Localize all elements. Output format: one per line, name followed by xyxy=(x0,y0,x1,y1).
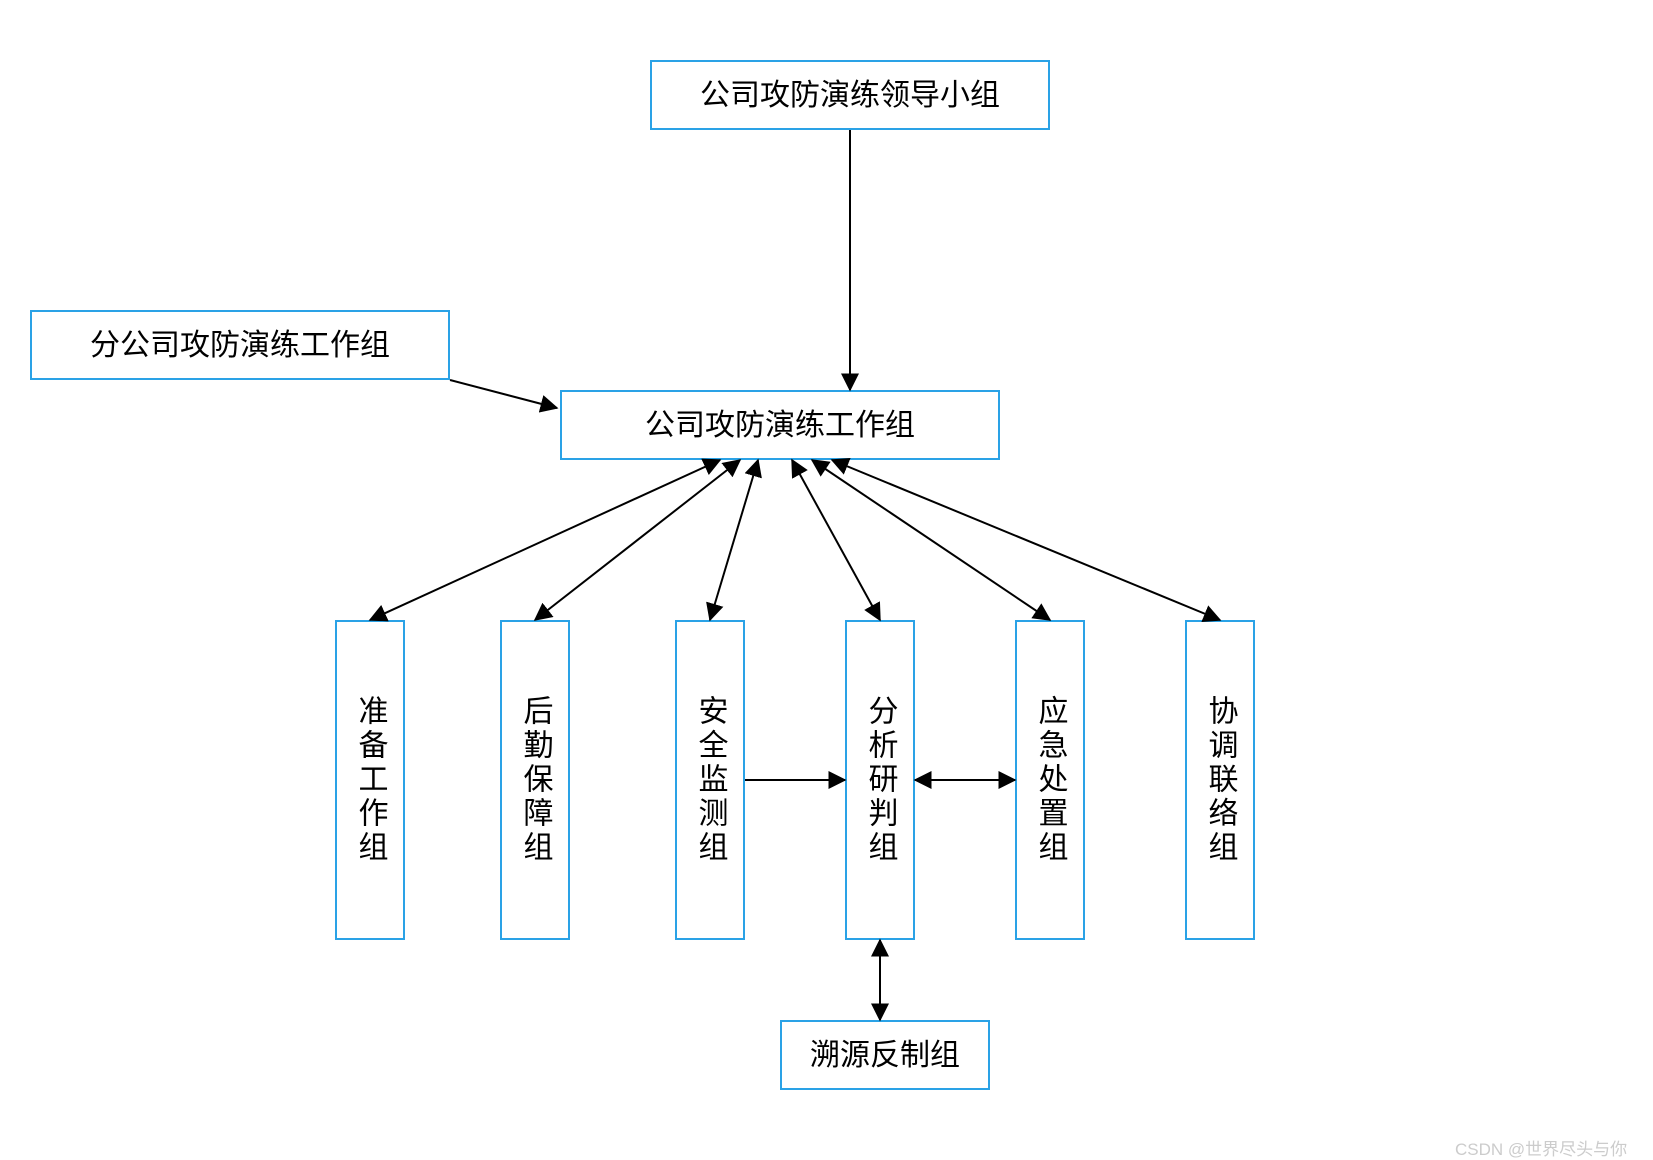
node-label: 后勤保障组 xyxy=(516,695,555,865)
node-trace-counter-group: 溯源反制组 xyxy=(780,1020,990,1090)
edge xyxy=(710,460,758,620)
node-label: 安全监测组 xyxy=(691,695,730,865)
edge xyxy=(370,460,720,620)
node-label: 溯源反制组 xyxy=(810,1036,960,1075)
node-analysis-group: 分析研判组 xyxy=(845,620,915,940)
node-security-monitor-group: 安全监测组 xyxy=(675,620,745,940)
node-logistics-group: 后勤保障组 xyxy=(500,620,570,940)
node-company-workgroup: 公司攻防演练工作组 xyxy=(560,390,1000,460)
node-label: 分析研判组 xyxy=(861,695,900,865)
node-branch-workgroup: 分公司攻防演练工作组 xyxy=(30,310,450,380)
node-label: 协调联络组 xyxy=(1201,695,1240,865)
watermark-text: CSDN @世界尽头与你 xyxy=(1455,1135,1627,1160)
node-emergency-group: 应急处置组 xyxy=(1015,620,1085,940)
node-label: 准备工作组 xyxy=(351,695,390,865)
node-label: 分公司攻防演练工作组 xyxy=(90,326,390,365)
edge xyxy=(812,460,1050,620)
edge xyxy=(450,380,557,408)
edge xyxy=(832,460,1220,620)
node-label: 公司攻防演练工作组 xyxy=(645,406,915,445)
node-label: 公司攻防演练领导小组 xyxy=(700,76,1000,115)
edge xyxy=(535,460,740,620)
node-label: 应急处置组 xyxy=(1031,695,1070,865)
node-prep-group: 准备工作组 xyxy=(335,620,405,940)
edge xyxy=(792,460,880,620)
edges-layer xyxy=(0,0,1653,1160)
node-coordination-group: 协调联络组 xyxy=(1185,620,1255,940)
node-leadership-group: 公司攻防演练领导小组 xyxy=(650,60,1050,130)
